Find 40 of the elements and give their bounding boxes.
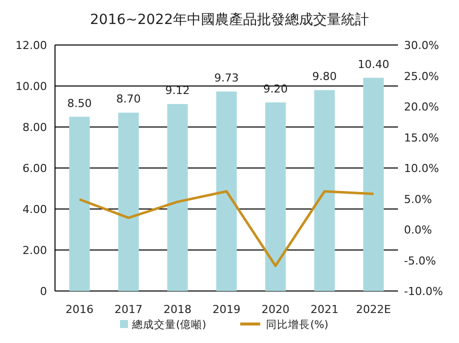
x-tick-label: 2021	[310, 303, 338, 316]
legend-label: 總成交量(億噸)	[131, 318, 206, 331]
data-label: 9.12	[165, 84, 190, 98]
data-label: 9.73	[214, 72, 239, 85]
y2-tick-label: 15.0%	[404, 131, 439, 144]
x-tick-label: 2017	[114, 303, 142, 316]
x-tick-label: 2019	[212, 303, 240, 316]
bar	[216, 92, 237, 291]
bar	[118, 112, 139, 291]
x-tick-label: 2022E	[356, 303, 392, 316]
y2-tick-label: 25.0%	[404, 70, 439, 83]
y2-tick-label: 0.0%	[404, 224, 432, 236]
y-tick-label: 10.00	[16, 80, 47, 93]
y-tick-label: 0	[40, 285, 47, 298]
bar	[314, 90, 335, 291]
y-tick-label: 6.00	[22, 162, 47, 175]
y-tick-label: 4.00	[22, 203, 47, 216]
y-tick-label: 2.00	[22, 244, 47, 257]
chart-title: 2016~2022年中國農產品批發總成交量統計	[90, 12, 369, 28]
x-tick-label: 2018	[164, 303, 192, 316]
legend-label: 同比增長(%)	[266, 318, 328, 331]
bar	[265, 102, 286, 291]
y2-tick-label: 10.0%	[404, 162, 439, 175]
y-tick-label: 12.00	[16, 39, 47, 52]
data-label: 9.20	[263, 82, 288, 96]
y2-tick-label: -10.0%	[404, 285, 443, 298]
y2-tick-label: 5.0%	[404, 192, 432, 206]
data-label: 10.40	[358, 58, 390, 71]
bar	[363, 78, 384, 291]
x-tick-label: 2016	[66, 303, 94, 316]
bar	[167, 104, 188, 291]
y2-tick-label: 20.0%	[404, 100, 439, 114]
y2-tick-label: -5.0%	[404, 254, 436, 268]
bar	[69, 116, 90, 291]
y-tick-label: 8.00	[22, 121, 47, 134]
data-label: 8.70	[116, 92, 141, 106]
x-tick-label: 2020	[262, 303, 290, 316]
y2-tick-label: 30.0%	[404, 39, 439, 52]
data-label: 9.80	[312, 70, 337, 84]
data-label: 8.50	[67, 96, 92, 110]
